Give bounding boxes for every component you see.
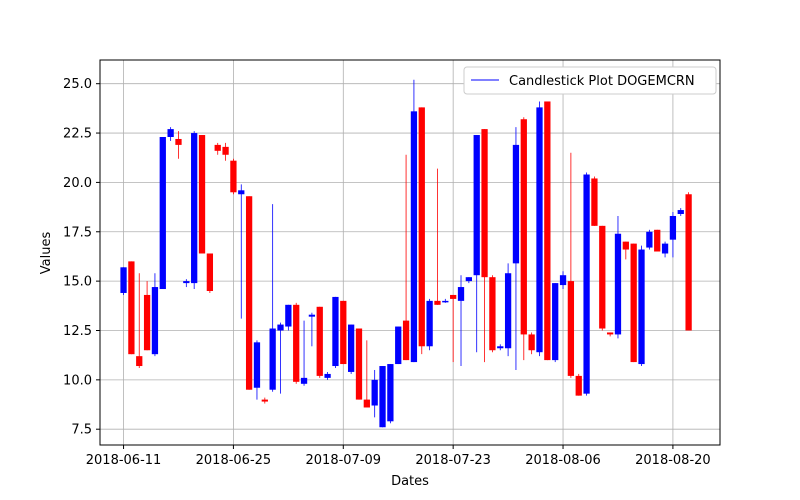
candle-body [481,129,488,278]
candle-body [677,210,684,214]
x-tick-label: 2018-06-11 [86,453,162,468]
candle-body [520,119,527,335]
candle-body [575,375,582,396]
x-tick-label: 2018-06-25 [196,453,272,468]
candle-body [230,160,237,193]
candle-body [410,111,418,363]
candle-body [261,399,268,402]
candle-body [379,366,386,428]
candle-body [269,328,276,390]
candle-body [638,249,645,365]
y-axis-title: Values [39,232,54,275]
candle-body [512,144,520,264]
candle-body [402,320,410,361]
y-tick-label: 10.0 [63,373,92,388]
candle-body [387,364,394,422]
grid-layer [100,60,720,445]
x-tick-label: 2018-07-23 [415,453,491,468]
y-axis: 7.5 10.0 12.5 15.0 17.5 20.0 22.5 25.0 [63,77,100,438]
candle-body [669,215,677,240]
candle-body [450,294,457,299]
candle-body [497,346,504,349]
candle-body [293,304,300,382]
candle-body [489,277,496,351]
candle-body [426,300,433,347]
candle-body [175,138,182,145]
legend: Candlestick Plot DOGEMCRN [463,66,717,95]
candle-body [599,225,606,329]
candle-body [136,356,143,367]
candle-body [630,243,637,363]
legend-label: Candlestick Plot DOGEMCRN [509,74,695,89]
candle-body [191,133,198,284]
candles-layer [120,79,692,428]
candle-body [544,101,551,361]
candle-body [245,196,253,390]
candle-body [552,283,559,361]
candle-body [591,178,598,226]
y-tick-label: 22.5 [63,127,92,142]
y-tick-label: 20.0 [63,176,92,191]
candle-body [120,267,127,293]
x-tick-label: 2018-07-09 [306,453,382,468]
candle-body [300,377,308,384]
candle-body [151,287,159,355]
x-tick-label: 2018-08-20 [635,453,711,468]
candle-body [206,253,214,291]
candle-body [340,300,347,365]
candle-body [418,107,425,347]
x-axis-title: Dates [391,474,429,489]
candle-body [324,373,331,378]
candle-body [316,306,323,376]
candle-body [332,296,339,367]
candle-body [395,326,402,365]
y-tick-label: 17.5 [63,225,92,240]
candle-body [654,229,661,252]
candle-body [214,144,221,151]
legend-box [463,66,717,95]
candle-body [222,146,229,155]
candle-body [473,135,480,276]
candle-body [646,231,653,248]
candle-body [434,300,441,305]
plot-frame [99,59,721,446]
candle-body [253,342,261,388]
candle-body [685,194,692,331]
candle-body [167,129,174,137]
candle-body [465,277,472,282]
candle-body [348,324,355,372]
y-tick-label: 12.5 [63,324,92,339]
y-tick-label: 15.0 [63,275,92,290]
candle-body [128,261,135,355]
candle-body [285,304,292,327]
candle-body [277,324,284,331]
candle-body [622,241,629,250]
candle-body [363,399,370,408]
candle-body [355,328,363,400]
x-axis: 2018-06-11 2018-06-25 2018-07-09 2018-07-23… [86,445,711,468]
candle-body [238,190,245,195]
candle-body [614,233,622,335]
candle-body [143,294,151,351]
candle-body [183,281,190,284]
candle-body [661,243,669,254]
candle-body [371,379,378,406]
x-tick-label: 2018-08-06 [525,453,601,468]
candle-body [442,300,449,303]
y-tick-label: 25.0 [63,77,92,92]
candle-body [504,273,512,349]
candle-body [583,174,590,394]
candle-body [457,287,465,301]
candle-body [159,137,166,290]
candle-body [536,107,543,353]
y-tick-label: 7.5 [71,423,92,438]
candle-body [559,275,567,286]
candle-body [308,314,316,317]
candle-body [606,332,614,335]
candle-body [198,135,206,254]
candle-body [567,281,575,376]
candle-body [528,334,535,351]
